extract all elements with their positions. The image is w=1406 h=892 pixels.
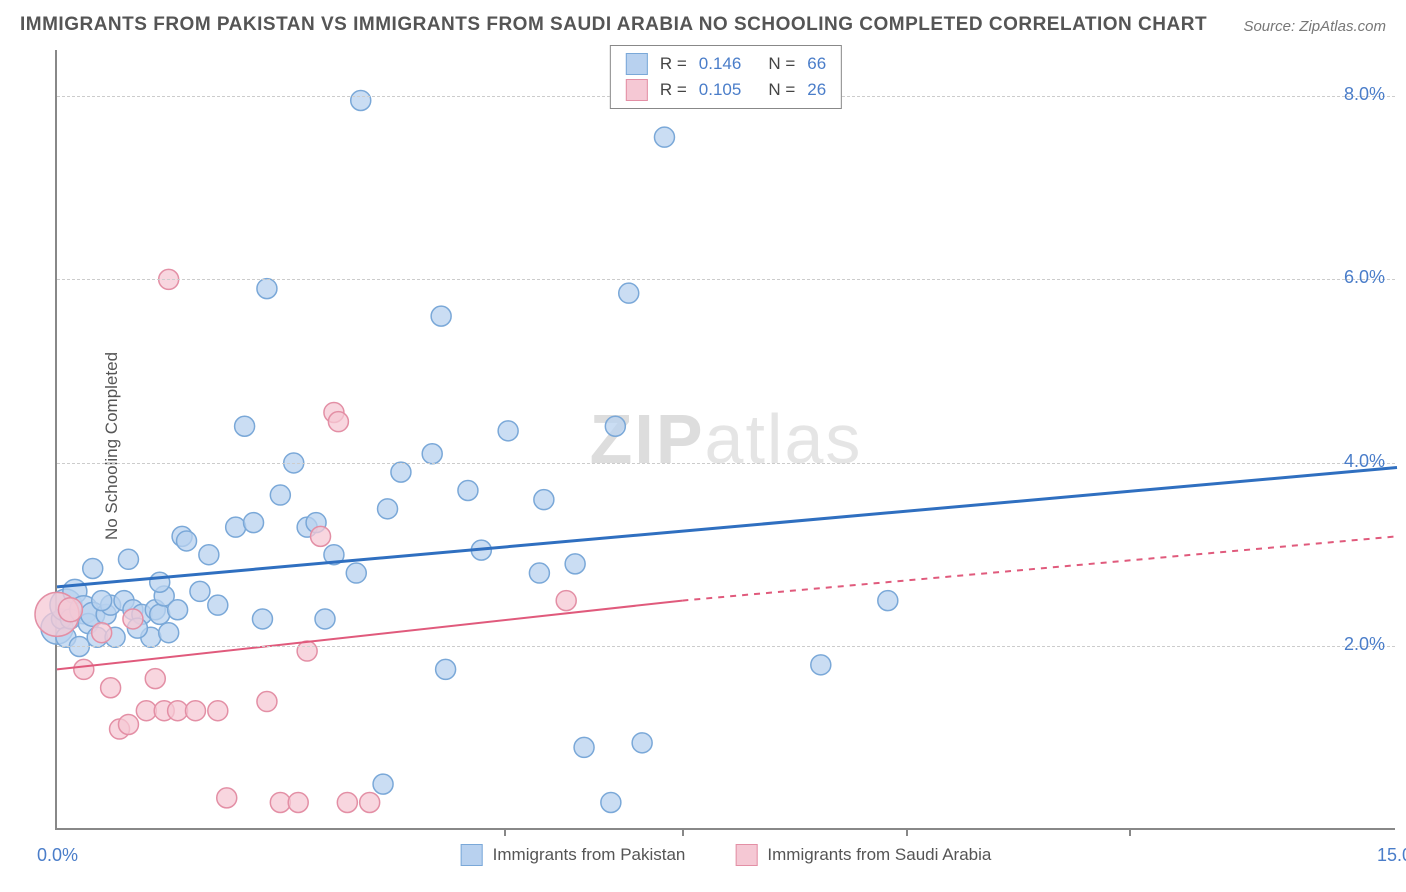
source-label: Source: ZipAtlas.com [1243,18,1386,35]
swatch-saudi [626,79,648,101]
scatter-point [297,641,317,661]
scatter-point [373,774,393,794]
scatter-point [235,416,255,436]
legend-series: Immigrants from Pakistan Immigrants from… [461,844,992,866]
scatter-point [288,792,308,812]
swatch-pakistan-bottom [461,844,483,866]
scatter-point [101,678,121,698]
scatter-point [226,517,246,537]
scatter-point [556,591,576,611]
scatter-point [619,283,639,303]
chart-container: IMMIGRANTS FROM PAKISTAN VS IMMIGRANTS F… [0,0,1406,892]
x-tick-label: 0.0% [37,845,78,866]
scatter-point [150,572,170,592]
scatter-point [159,623,179,643]
x-tick-label: 15.0% [1377,845,1406,866]
scatter-point [328,412,348,432]
scatter-point [83,558,103,578]
scatter-point [391,462,411,482]
scatter-point [168,701,188,721]
scatter-point [574,737,594,757]
series-label-saudi: Immigrants from Saudi Arabia [767,845,991,865]
scatter-point [605,416,625,436]
scatter-point [811,655,831,675]
scatter-point [346,563,366,583]
scatter-point [458,480,478,500]
trend-line-dashed [682,536,1397,600]
scatter-point [150,604,170,624]
scatter-point [244,513,264,533]
y-tick-label: 4.0% [1344,451,1385,472]
scatter-point [185,701,205,721]
scatter-point [168,600,188,620]
scatter-point [208,701,228,721]
scatter-point [208,595,228,615]
scatter-point [351,90,371,110]
plot-area: ZIPatlas R = 0.146 N = 66 R = 0.105 N = … [55,50,1395,830]
scatter-point [360,792,380,812]
scatter-point [270,485,290,505]
scatter-point [123,609,143,629]
scatter-point [92,591,112,611]
scatter-point [378,499,398,519]
scatter-point [534,490,554,510]
scatter-point [654,127,674,147]
scatter-point [217,788,237,808]
scatter-point [311,526,331,546]
scatter-point [436,659,456,679]
y-tick-label: 8.0% [1344,84,1385,105]
scatter-point [252,609,272,629]
scatter-point [118,549,138,569]
legend-row-saudi: R = 0.105 N = 26 [626,77,826,103]
scatter-point [199,545,219,565]
scatter-point [257,692,277,712]
scatter-point [257,279,277,299]
scatter-point [565,554,585,574]
scatter-point [270,792,290,812]
scatter-point [632,733,652,753]
scatter-point [145,669,165,689]
scatter-point [601,792,621,812]
chart-title: IMMIGRANTS FROM PAKISTAN VS IMMIGRANTS F… [20,14,1207,36]
legend-correlation: R = 0.146 N = 66 R = 0.105 N = 26 [610,45,842,109]
series-label-pakistan: Immigrants from Pakistan [493,845,686,865]
scatter-point [315,609,335,629]
y-tick-label: 2.0% [1344,634,1385,655]
y-tick-label: 6.0% [1344,267,1385,288]
scatter-point [422,444,442,464]
scatter-point [74,659,94,679]
scatter-point [529,563,549,583]
scatter-svg [57,50,1395,828]
scatter-point [431,306,451,326]
scatter-point [92,623,112,643]
scatter-point [190,581,210,601]
scatter-point [177,531,197,551]
swatch-pakistan [626,53,648,75]
legend-row-pakistan: R = 0.146 N = 66 [626,51,826,77]
scatter-point [118,714,138,734]
swatch-saudi-bottom [735,844,757,866]
scatter-point [498,421,518,441]
scatter-point [878,591,898,611]
scatter-point [337,792,357,812]
scatter-point [58,598,82,622]
scatter-point [136,701,156,721]
